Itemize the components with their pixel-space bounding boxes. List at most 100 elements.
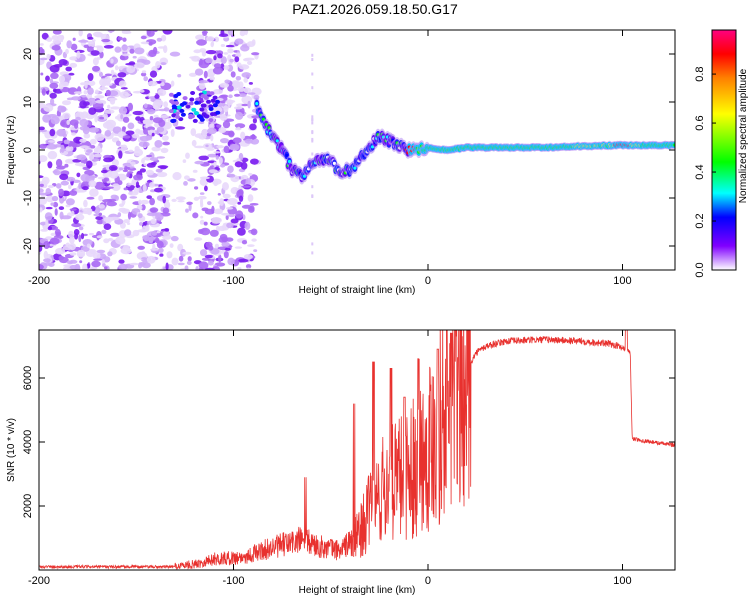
spectrogram-cell bbox=[189, 97, 195, 102]
spectrogram-cell bbox=[140, 72, 147, 77]
spectrogram-cell bbox=[45, 218, 49, 227]
spectrogram-cell bbox=[58, 206, 65, 211]
spectrogram-cell bbox=[76, 50, 81, 59]
spectrogram-cell bbox=[171, 198, 177, 202]
spectrogram-cell bbox=[175, 114, 180, 119]
spectrogram-cell bbox=[87, 87, 94, 95]
snr-frame bbox=[38, 329, 676, 571]
spectrogram-cell bbox=[141, 257, 147, 260]
y-tick-label: 10 bbox=[22, 96, 34, 108]
spectrogram-cell bbox=[126, 173, 130, 178]
spectrogram-cell bbox=[80, 82, 86, 86]
spectrogram-cell bbox=[193, 49, 202, 54]
spectrogram-cell bbox=[206, 36, 215, 42]
spectrogram-cell bbox=[218, 127, 227, 134]
spectrogram-cell bbox=[229, 143, 240, 151]
spectrogram-cell bbox=[46, 143, 58, 150]
spectrogram-cell bbox=[162, 141, 170, 146]
spectrogram-cell bbox=[226, 99, 234, 106]
spectrogram-cell bbox=[44, 212, 53, 221]
spectrogram-cell bbox=[148, 236, 154, 244]
spectrogram-cell bbox=[146, 30, 152, 35]
spectrogram-cell bbox=[227, 257, 235, 266]
spectrogram-cell bbox=[83, 90, 88, 95]
spectrogram-cell bbox=[156, 171, 168, 178]
spectrogram-cell bbox=[137, 245, 145, 250]
spectrogram-cell bbox=[129, 262, 139, 266]
spectrogram-cell bbox=[156, 37, 163, 42]
spectrogram-cell bbox=[83, 133, 91, 139]
spectrogram-cell bbox=[40, 72, 44, 76]
spectrogram-cell bbox=[213, 161, 217, 168]
spectrogram-cell bbox=[169, 99, 175, 104]
spectrogram-cell bbox=[128, 61, 136, 65]
spectrogram-cell bbox=[234, 246, 243, 249]
spectrogram-cell bbox=[193, 196, 200, 201]
spectrogram-cell bbox=[83, 122, 88, 131]
spectrogram-cell bbox=[142, 184, 147, 192]
spectrogram-cell bbox=[195, 266, 199, 270]
spectrogram-cell bbox=[39, 143, 48, 149]
spectrogram-cell bbox=[194, 186, 199, 190]
spectrogram-cell bbox=[237, 87, 245, 92]
spectrogram-cell bbox=[76, 249, 86, 258]
spectrogram-cell bbox=[200, 215, 204, 219]
spectrogram-cell bbox=[39, 245, 43, 252]
spectrogram-cell bbox=[198, 115, 204, 120]
spectrogram-cell bbox=[86, 160, 93, 169]
spectrogram-cell bbox=[141, 158, 145, 164]
spectrogram-cell bbox=[45, 188, 51, 195]
spectrogram-cell bbox=[218, 157, 223, 165]
spectrogram-cell bbox=[39, 126, 45, 131]
spectrogram-cell bbox=[88, 152, 95, 161]
spectrogram-cell bbox=[39, 57, 48, 61]
spectrogram-cell bbox=[226, 207, 234, 210]
spectrogram-cell bbox=[168, 92, 174, 97]
spectrogram-cell bbox=[203, 95, 209, 100]
spectrogram-cell bbox=[69, 208, 77, 211]
spectrogram-cell bbox=[62, 100, 71, 106]
spectrogram-cell bbox=[127, 191, 139, 196]
spectrogram-cell bbox=[83, 233, 88, 237]
spectrogram-cell bbox=[94, 133, 105, 142]
spectrogram-cell bbox=[39, 207, 43, 213]
spectrogram-cell bbox=[156, 230, 161, 234]
spectrogram-cell bbox=[207, 74, 215, 78]
spectrogram-cell bbox=[204, 114, 210, 119]
spectrogram-cell bbox=[177, 262, 185, 266]
spectrogram-cell bbox=[199, 178, 209, 186]
spectrogram-cell bbox=[91, 39, 96, 42]
spectrogram-cell bbox=[59, 173, 69, 180]
spectrogram-cell bbox=[40, 228, 48, 232]
spectrogram-cell bbox=[52, 201, 59, 208]
spectrogram-cell bbox=[247, 244, 255, 248]
spectrogram-cell bbox=[60, 34, 65, 41]
spectrogram-cell bbox=[58, 75, 66, 83]
spectrogram-cell bbox=[245, 178, 251, 186]
spectrogram-cell bbox=[89, 188, 99, 197]
snr-x-label: Height of straight line (km) bbox=[299, 585, 416, 596]
spectrogram-cell bbox=[107, 104, 111, 109]
spectrogram-cell bbox=[103, 45, 114, 49]
spectrogram-cell bbox=[175, 126, 186, 130]
spectrogram-cell bbox=[227, 85, 234, 92]
spectrogram-cell bbox=[150, 218, 157, 225]
spectrogram-cell bbox=[311, 242, 314, 246]
spectrogram-cell bbox=[89, 249, 97, 255]
spectrogram-cell bbox=[230, 80, 241, 88]
spectrogram-cell bbox=[50, 202, 55, 206]
spectrogram-cell bbox=[127, 122, 135, 130]
spectrogram-cell bbox=[246, 267, 251, 270]
spectrogram-cell bbox=[227, 30, 235, 36]
y-tick-label: 20 bbox=[22, 48, 34, 60]
spectrogram-cell bbox=[251, 187, 258, 191]
spectrogram-cell bbox=[89, 232, 94, 236]
colorbar-tick-label: 0.2 bbox=[694, 213, 706, 228]
spectrogram-cell bbox=[46, 53, 51, 60]
spectrogram-cell bbox=[95, 216, 103, 221]
y-tick-label: 2000 bbox=[22, 494, 34, 518]
spectrogram-cell bbox=[239, 30, 246, 37]
spectrogram-cell bbox=[238, 93, 247, 98]
spectrogram-cell bbox=[122, 162, 133, 167]
spectrogram-cell bbox=[141, 70, 147, 74]
